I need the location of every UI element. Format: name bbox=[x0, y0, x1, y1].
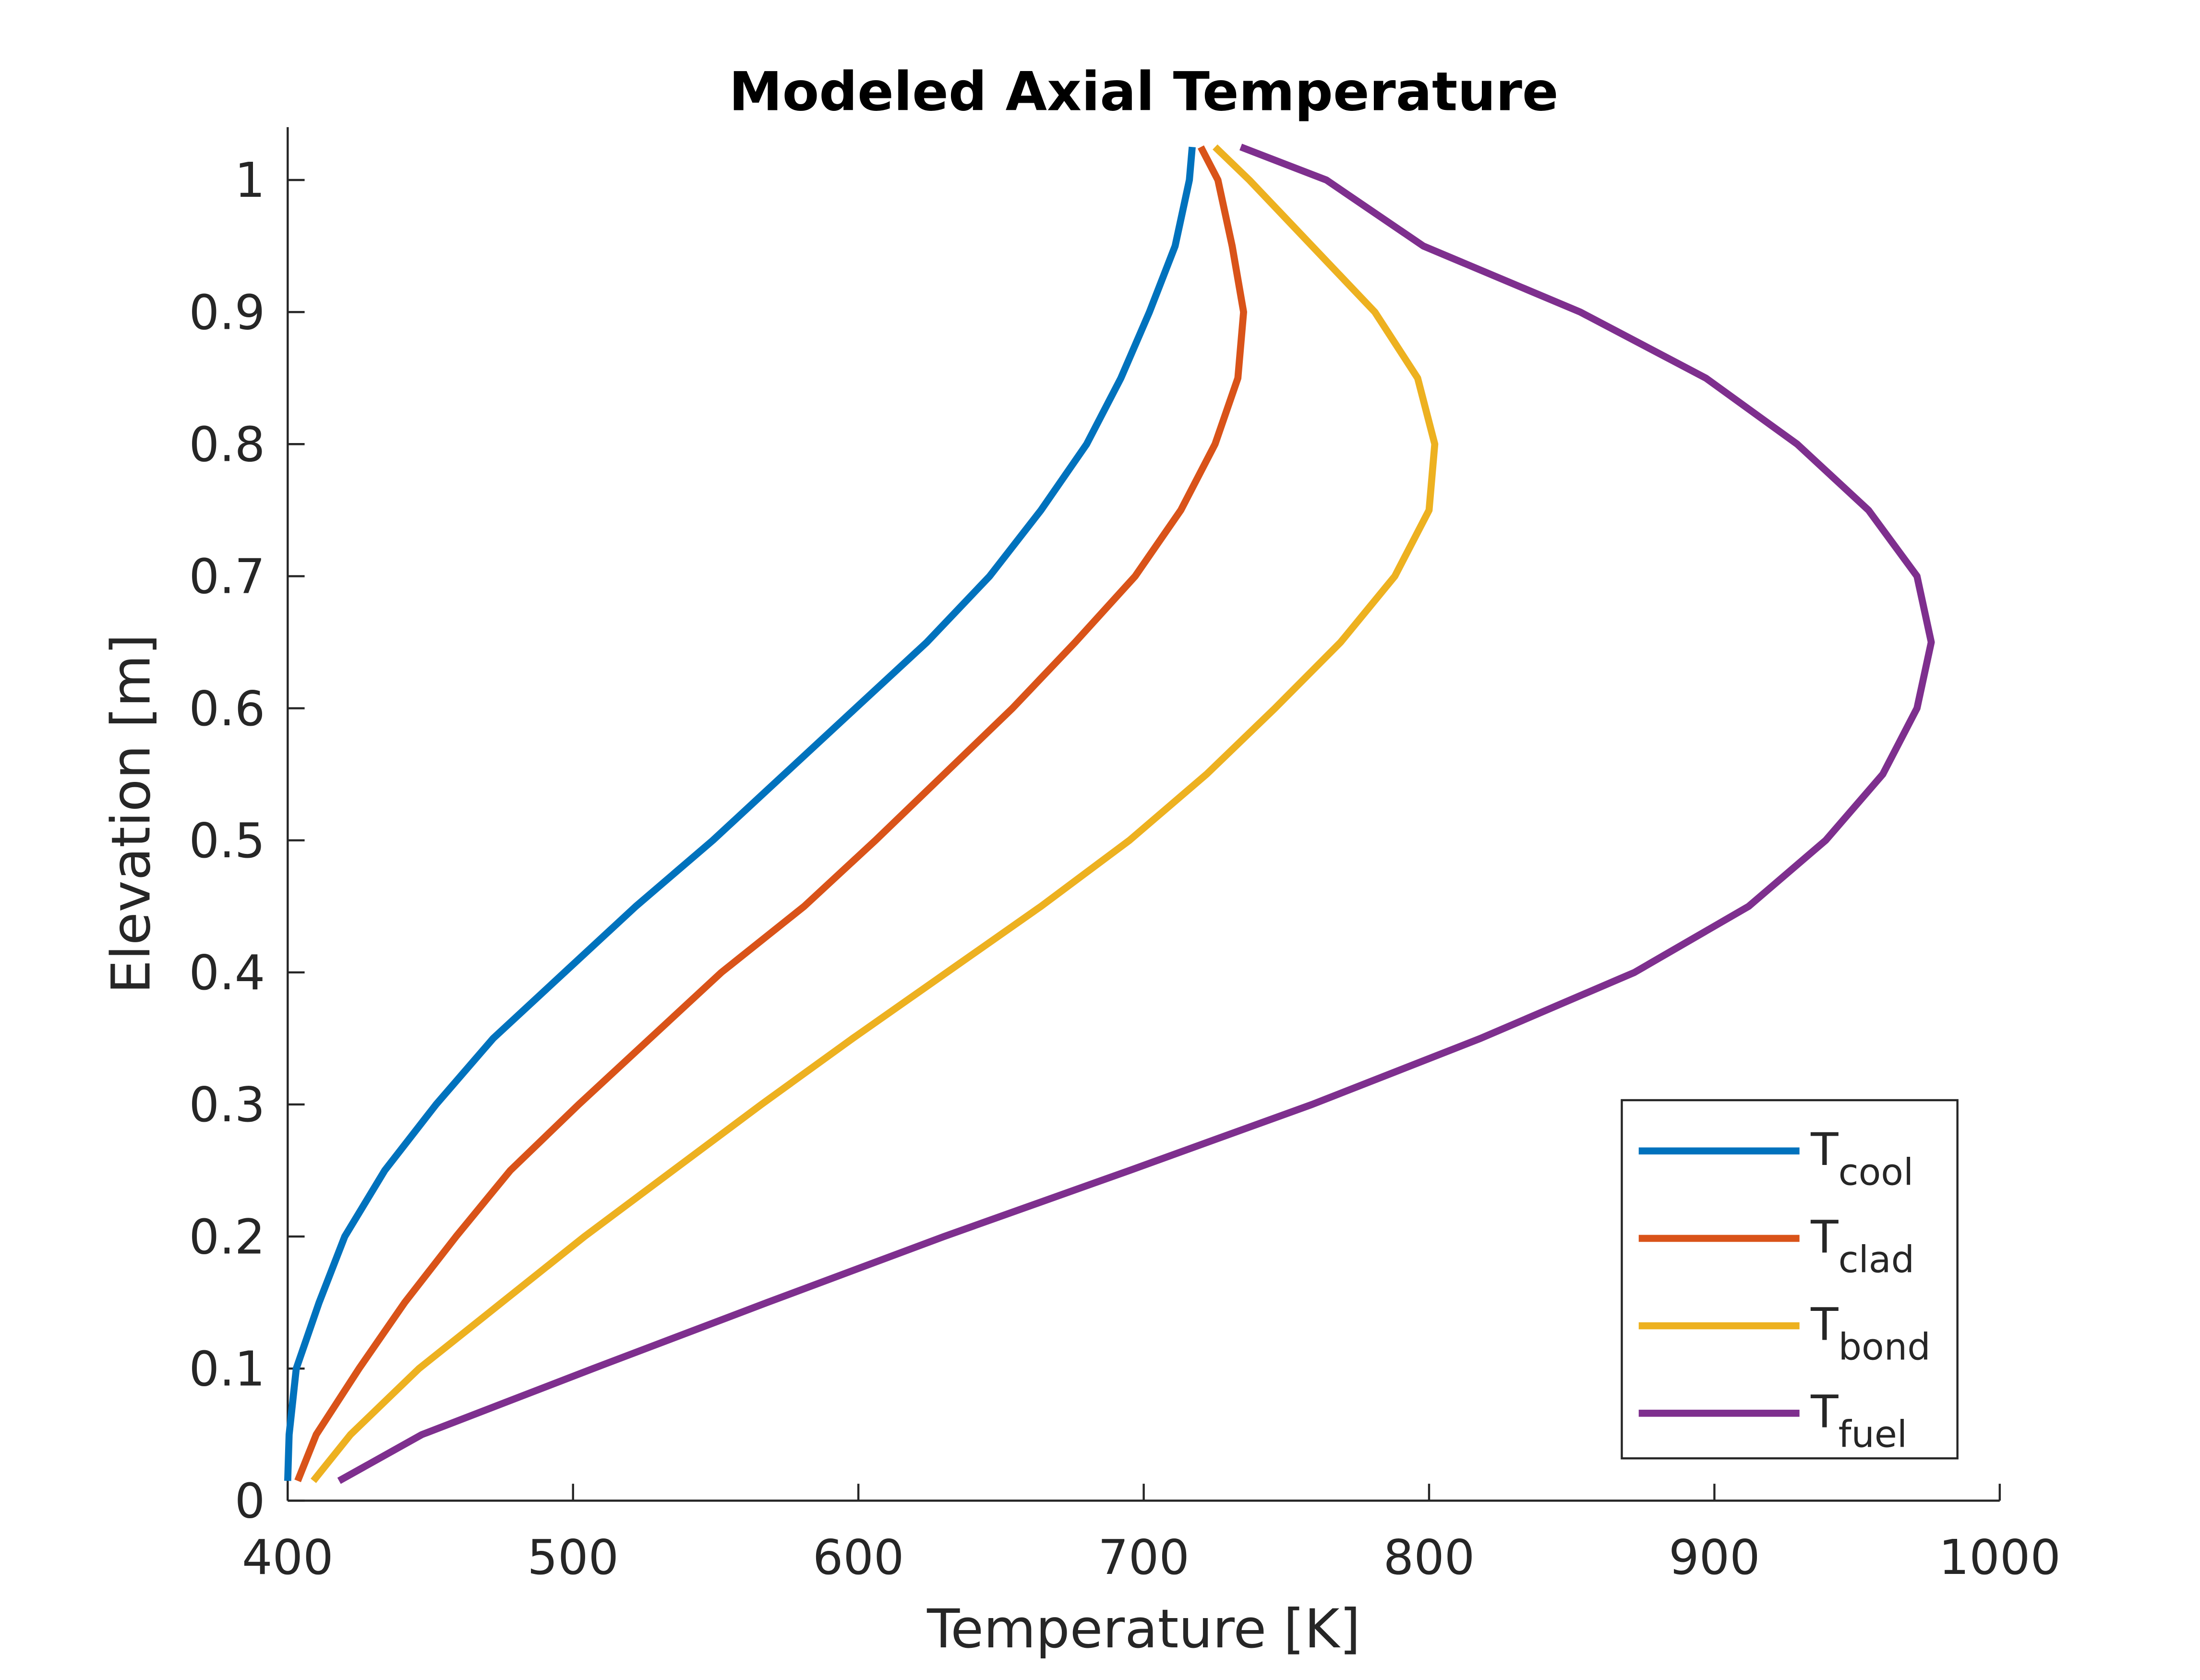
legend-label: Tbond bbox=[1810, 1298, 1931, 1368]
y-tick-label: 0.1 bbox=[189, 1341, 265, 1397]
y-tick-label: 0.5 bbox=[189, 813, 265, 869]
x-tick-label: 700 bbox=[1098, 1529, 1190, 1585]
legend-label: Tcool bbox=[1810, 1124, 1913, 1194]
y-tick-label: 0.3 bbox=[189, 1077, 265, 1133]
legend-label: Tfuel bbox=[1810, 1386, 1907, 1456]
series-line bbox=[294, 145, 1247, 1482]
x-tick-label: 400 bbox=[242, 1529, 334, 1585]
x-tick-label: 500 bbox=[527, 1529, 619, 1585]
y-tick-label: 0 bbox=[235, 1473, 265, 1529]
y-tick-label: 0.8 bbox=[189, 417, 265, 473]
y-tick-label: 1 bbox=[235, 152, 265, 208]
chart-title: Modeled Axial Temperature bbox=[729, 61, 1559, 123]
series-line bbox=[284, 146, 1196, 1481]
series-line bbox=[311, 144, 1439, 1483]
y-axis-label: Elevation [m] bbox=[100, 634, 162, 994]
y-tick-label: 0.9 bbox=[189, 284, 265, 340]
x-tick-label: 800 bbox=[1383, 1529, 1475, 1585]
x-tick-label: 600 bbox=[813, 1529, 904, 1585]
legend-box bbox=[1621, 1099, 1959, 1460]
y-tick-label: 0.2 bbox=[189, 1209, 265, 1265]
x-axis-label: Temperature [K] bbox=[926, 1598, 1360, 1660]
y-tick-label: 0.4 bbox=[189, 945, 265, 1001]
y-tick-label: 0.7 bbox=[189, 549, 265, 605]
x-tick-label: 900 bbox=[1669, 1529, 1760, 1585]
legend-label: Tclad bbox=[1810, 1211, 1914, 1281]
y-tick-label: 0.6 bbox=[189, 681, 265, 737]
x-tick-label: 1000 bbox=[1939, 1529, 2061, 1585]
series-line bbox=[337, 144, 1935, 1484]
